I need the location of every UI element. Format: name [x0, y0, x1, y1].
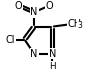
Text: O: O: [46, 1, 53, 11]
Text: CH: CH: [68, 19, 82, 29]
Text: H: H: [49, 62, 56, 71]
Text: 3: 3: [77, 21, 82, 30]
Text: N: N: [30, 49, 38, 59]
Text: N: N: [30, 7, 38, 17]
Text: O: O: [15, 1, 22, 11]
Text: N: N: [49, 49, 56, 59]
Text: Cl: Cl: [6, 35, 15, 45]
